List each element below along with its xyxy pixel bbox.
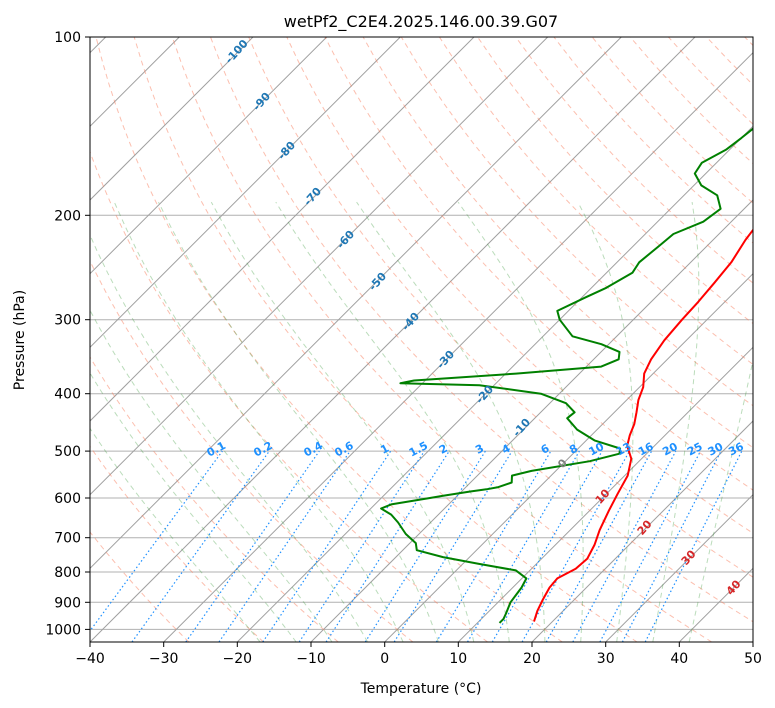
x-tick-label: 20	[523, 651, 541, 667]
x-tick-label: 0	[380, 651, 389, 667]
mixing-ratio-label: 16	[636, 440, 656, 459]
dry-adiabat-line	[90, 445, 264, 642]
y-tick-label: 500	[54, 444, 81, 460]
dry-adiabat-line	[210, 37, 753, 623]
isotherm-gridline	[90, 37, 622, 570]
profile-line-2	[380, 127, 753, 624]
x-tick-label: −30	[149, 651, 179, 667]
plot-frame	[89, 36, 754, 643]
moist-adiabat-line	[90, 372, 297, 642]
dry-adiabat-line	[248, 37, 753, 578]
mixing-ratio-label: 36	[726, 440, 746, 459]
moist-adiabat-line	[457, 201, 584, 642]
y-tick-label: 300	[54, 313, 81, 329]
x-tick-label: 30	[597, 651, 615, 667]
profile-lines	[380, 127, 753, 624]
y-tick-label: 200	[54, 208, 81, 224]
x-tick-label: 50	[744, 651, 762, 667]
isotherm-gridline	[90, 37, 328, 275]
isotherm-gridline	[163, 51, 753, 642]
isotherm-gridline	[531, 420, 753, 642]
dry-adiabat-line	[90, 150, 488, 642]
moist-adiabat-line	[158, 201, 439, 642]
isotherm-gridline	[384, 272, 753, 642]
y-tick-label: 700	[54, 531, 81, 547]
mixing-ratio-line	[393, 450, 513, 642]
isotherm-gridline	[605, 493, 753, 642]
y-tick-label: 900	[54, 595, 81, 611]
chart-title: wetPf2_C2E4.2025.146.00.39.G07	[284, 12, 558, 32]
x-axis-title: Temperature (°C)	[360, 681, 482, 697]
isotherm-gridline	[457, 346, 753, 642]
dry-adiabat-line	[400, 37, 753, 407]
mixing-ratio-line	[545, 450, 653, 642]
y-axis-title: Pressure (hPa)	[12, 290, 28, 390]
mixing-ratio-line	[466, 450, 580, 642]
mixing-ratio-label: 30	[706, 440, 726, 459]
moist-adiabat-line	[356, 201, 546, 642]
y-tick-label: 600	[54, 491, 81, 507]
x-tick-label: −20	[223, 651, 253, 667]
x-tick-label: 40	[670, 651, 688, 667]
mixing-ratio-label: 25	[685, 440, 705, 459]
y-tick-label: 1000	[45, 622, 81, 638]
moist-adiabat-line	[90, 427, 261, 642]
mixing-ratio-line	[185, 450, 320, 642]
isotherm-gridline	[90, 37, 401, 349]
x-tick-label: −10	[296, 651, 326, 667]
mixing-ratio-line	[521, 450, 631, 642]
mixing-ratio-line	[325, 450, 450, 642]
mixing-ratio-line	[572, 450, 677, 642]
moist-adiabat-line	[688, 358, 753, 642]
mixing-ratio-label: 20	[660, 440, 680, 459]
moist-adiabat-line	[652, 202, 700, 642]
x-tick-label: −40	[75, 651, 105, 667]
isotherm-gridline	[90, 37, 475, 422]
dry-adiabat-line	[90, 259, 414, 642]
axis-ticks: −40 −30 −20 −10 0 10 20 30 40 50 100 200 300 400 500 60…	[45, 30, 762, 667]
dry-adiabat-line	[438, 37, 753, 366]
dry-adiabat-line	[90, 531, 190, 642]
dry-adiabat-line	[286, 37, 753, 534]
mixing-ratio-line	[218, 450, 351, 642]
dry-adiabat-line	[133, 37, 638, 642]
isotherm-gridline	[90, 37, 254, 201]
dry-adiabat-line	[95, 37, 563, 642]
moist-adiabat-line	[210, 201, 475, 642]
mixing-ratio-line	[364, 450, 486, 642]
mixing-ratio-label: 10	[587, 440, 607, 459]
moist-adiabat-line	[275, 201, 510, 642]
x-tick-label: 10	[449, 651, 467, 667]
y-tick-label: 800	[54, 565, 81, 581]
reference-lines	[90, 37, 753, 642]
moist-adiabat-line	[90, 309, 333, 642]
mixing-ratio-label: 13	[614, 440, 634, 459]
isotherm-gridline	[90, 37, 696, 642]
dry-adiabat-line	[515, 37, 753, 284]
isotherm-gridline	[90, 37, 549, 496]
y-tick-label: 400	[54, 387, 81, 403]
profile-line-1	[533, 228, 753, 622]
moist-adiabat-line	[113, 201, 404, 642]
mixing-ratio-line	[435, 450, 552, 642]
dry-adiabat-line	[90, 356, 339, 642]
y-tick-label: 100	[54, 30, 81, 46]
mixing-ratio-line	[491, 450, 603, 642]
moist-adiabat-line	[577, 201, 634, 642]
